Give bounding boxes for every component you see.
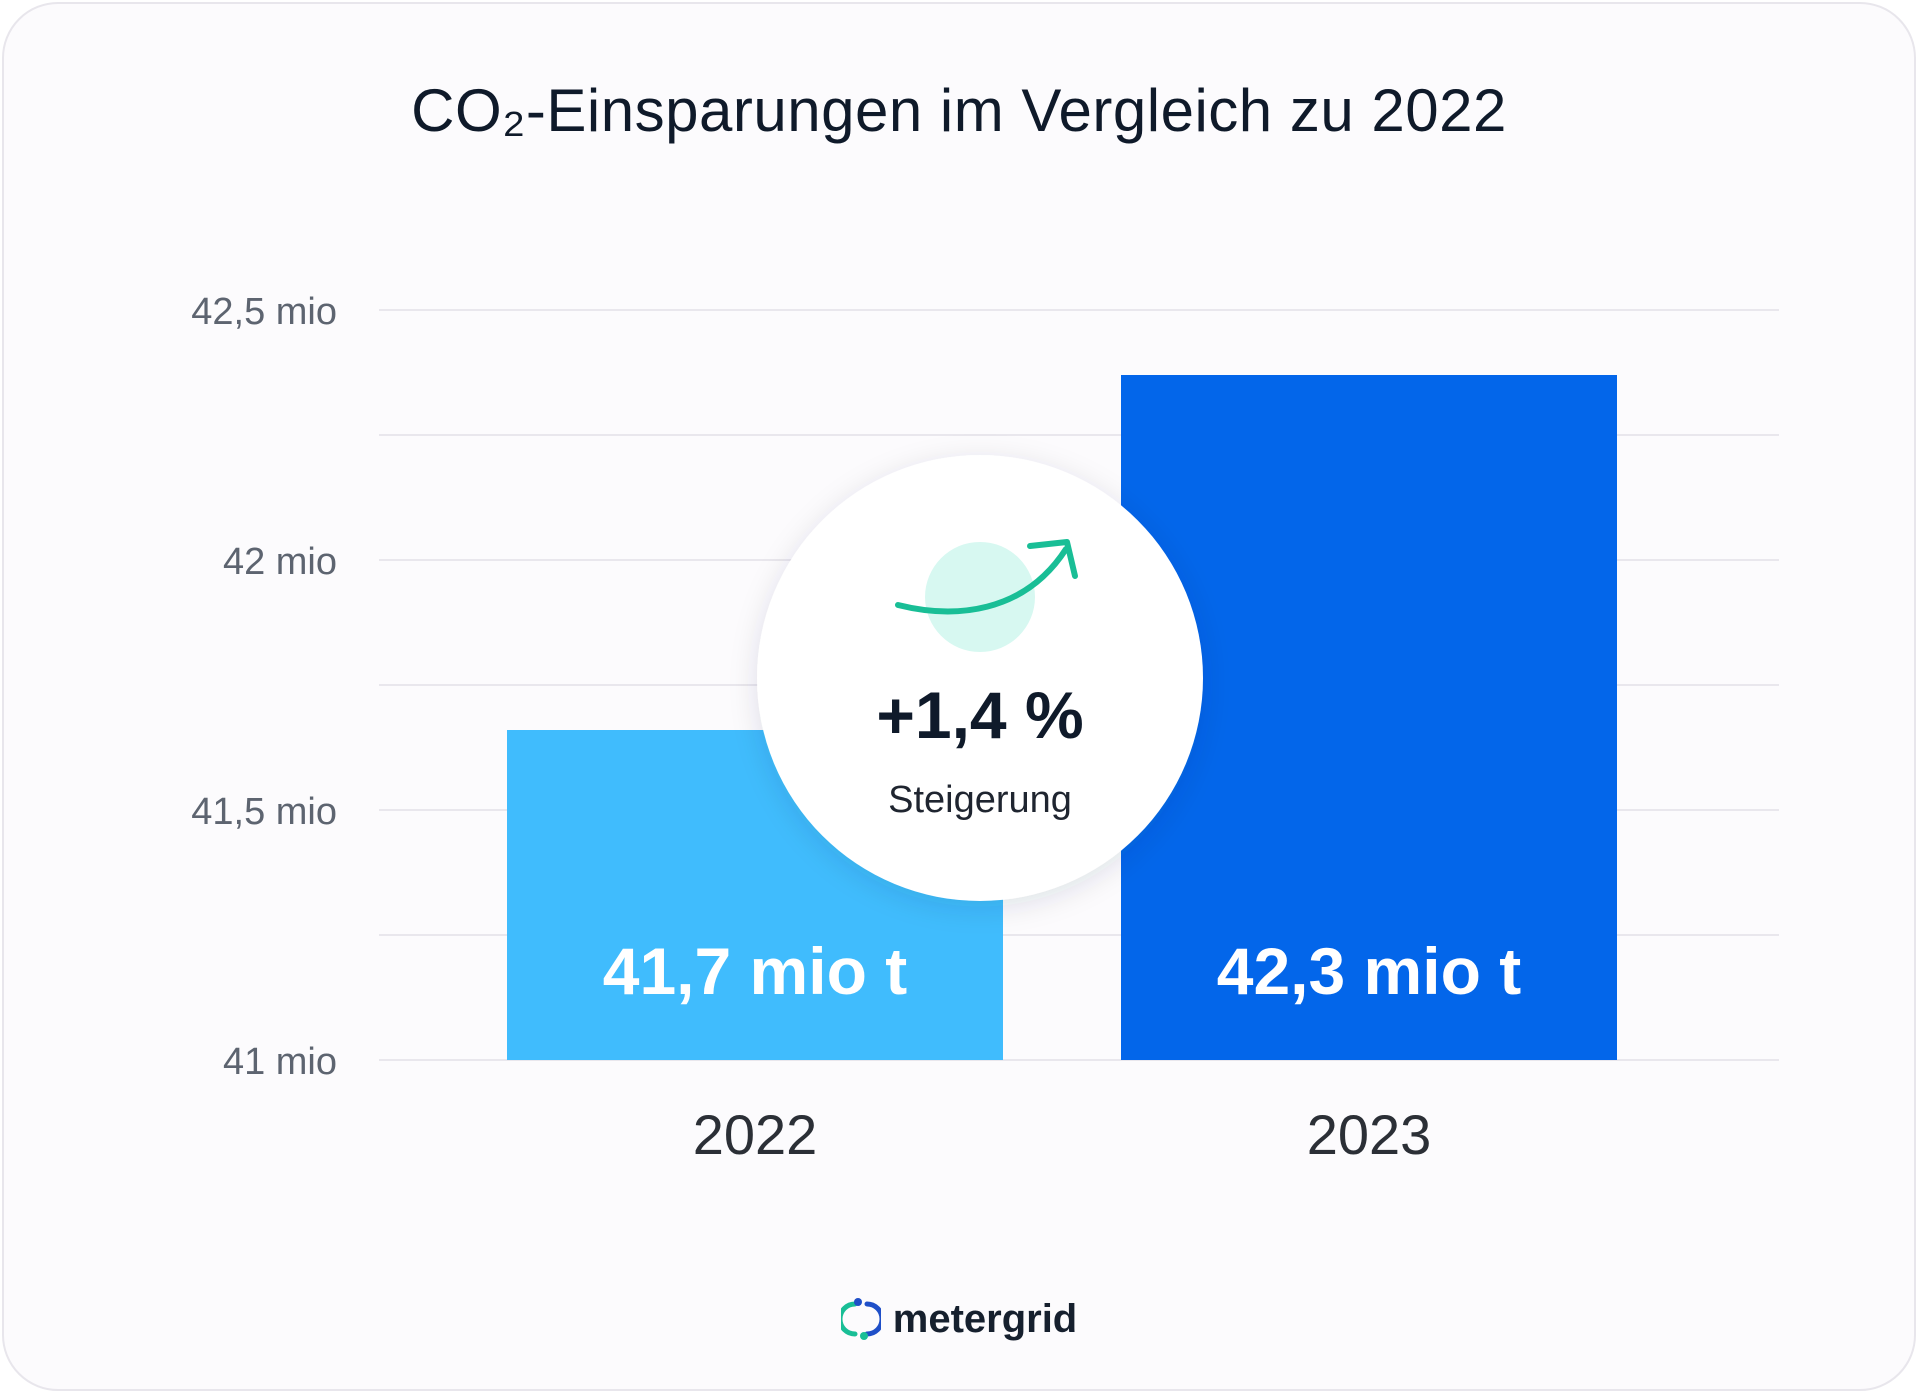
chart-title: CO₂-Einsparungen im Vergleich zu 2022 [411,77,1507,144]
bar-data-label: 41,7 mio t [603,934,907,1008]
y-tick-label: 42 mio [223,541,337,583]
x-category-label: 2023 [1307,1103,1432,1166]
bars [507,375,1617,1060]
callout-value: +1,4 % [876,678,1083,752]
y-axis-ticks: 41 mio 41,5 mio 42 mio 42,5 mio [191,291,337,1083]
trend-up-arrow-icon [895,539,1078,615]
increase-callout: +1,4 % Steigerung [757,455,1203,901]
callout-label: Steigerung [888,779,1072,821]
x-axis-categories: 2022 2023 [693,1103,1432,1166]
y-tick-label: 42,5 mio [191,291,337,333]
y-tick-label: 41 mio [223,1041,337,1083]
bar-chart: 41 mio 41,5 mio 42 mio 42,5 mio +1,4 % Stei… [191,291,1779,1166]
bar-data-labels: 41,7 mio t 42,3 mio t [603,934,1521,1008]
arrow-background-circle [925,542,1035,652]
bar-2023 [1121,375,1617,1060]
callout-circle [757,455,1203,901]
brand-name: metergrid [892,1296,1078,1341]
bar-data-label: 42,3 mio t [1217,934,1521,1008]
metergrid-logo-icon [840,1298,881,1340]
brand-footer: metergrid [4,1296,1914,1342]
x-category-label: 2022 [693,1103,818,1166]
y-tick-label: 41,5 mio [191,791,337,833]
